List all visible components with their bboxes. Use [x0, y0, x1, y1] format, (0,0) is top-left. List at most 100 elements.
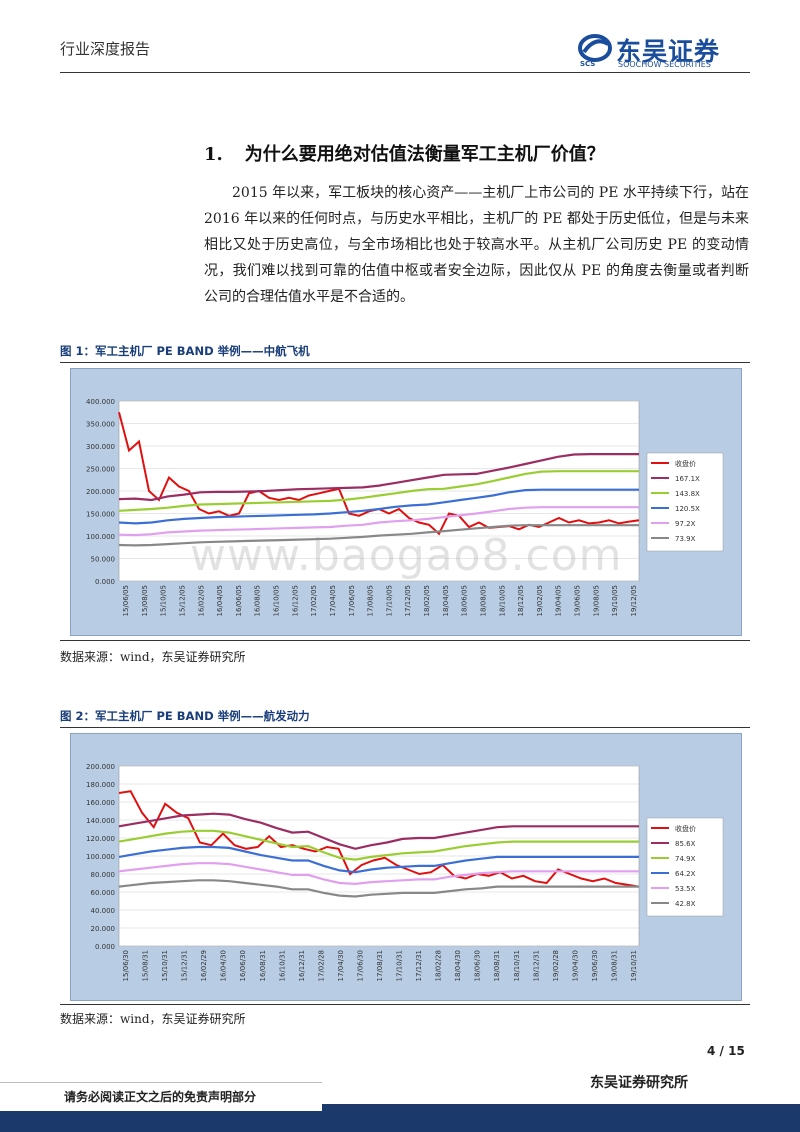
y-tick-label: 60.000 [91, 889, 116, 897]
disclaimer-text: 请务必阅读正文之后的免责声明部分 [64, 1090, 257, 1104]
x-tick-label: 16/10/31 [278, 950, 286, 981]
x-tick-label: 16/12/31 [298, 950, 306, 981]
x-tick-label: 16/08/31 [259, 950, 267, 981]
x-tick-label: 15/10/31 [161, 950, 169, 981]
y-tick-label: 50.000 [91, 556, 116, 564]
chart-2-svg: 0.000 20.000 40.000 60.000 80.000 100.000 120.… [86, 763, 724, 981]
x-tick-label: 19/06/30 [591, 950, 599, 981]
x-tick-label: 17/06/05 [348, 585, 356, 616]
y-tick-label: 80.000 [91, 871, 116, 879]
x-tick-label: 16/12/05 [291, 585, 299, 616]
figure-2-caption: 图 2：军工主机厂 PE BAND 举例——航发动力 [60, 709, 310, 723]
x-tick-label: 15/12/05 [178, 585, 186, 616]
x-tick-label: 15/10/05 [160, 585, 168, 616]
x-tick-label: 18/04/30 [454, 950, 462, 981]
y-tick-label: 40.000 [91, 907, 116, 915]
x-tick-label: 17/02/28 [317, 950, 325, 981]
y-tick-label: 160.000 [86, 799, 115, 807]
series-line [118, 790, 640, 888]
series-line [118, 470, 639, 512]
x-tick-label: 18/12/31 [532, 950, 540, 981]
logo-chinese: 东吴证券 [616, 37, 721, 66]
x-tick-label: 15/08/05 [141, 585, 149, 616]
series-line [118, 488, 639, 525]
x-tick-label: 18/06/30 [474, 950, 482, 981]
section-title: 1. 为什么要用绝对估值法衡量军工主机厂价值？ [204, 140, 605, 166]
legend-label: 143.8X [675, 490, 700, 498]
legend-label: 85.6X [675, 840, 696, 848]
y-tick-label: 400.000 [86, 398, 115, 406]
legend-label: 74.9X [675, 855, 696, 863]
figure-2-bottom-rule [60, 1004, 750, 1005]
x-tick-label: 17/10/05 [385, 585, 393, 616]
x-tick-label: 16/06/05 [235, 585, 243, 616]
y-tick-label: 200.000 [86, 763, 115, 771]
x-tick-label: 15/06/05 [122, 585, 130, 616]
header-rule [60, 72, 750, 73]
y-tick-label: 100.000 [86, 853, 115, 861]
footer-org: 东吴证券研究所 [590, 1075, 688, 1091]
x-tick-label: 18/06/05 [461, 585, 469, 616]
series-line [118, 506, 639, 537]
series-line [118, 524, 639, 547]
x-tick-label: 15/08/31 [142, 950, 150, 981]
x-tick-label: 16/04/05 [216, 585, 224, 616]
report-type: 行业深度报告 [60, 40, 151, 58]
x-tick-label: 16/02/29 [200, 950, 208, 981]
x-tick-label: 17/08/05 [367, 585, 375, 616]
x-tick-label: 19/08/31 [610, 950, 618, 981]
legend-label: 73.9X [675, 535, 696, 543]
y-tick-label: 120.000 [86, 835, 115, 843]
series-line [118, 452, 639, 502]
figure-1-source: 数据来源：wind，东吴证券研究所 [60, 650, 246, 664]
x-tick-label: 16/10/05 [273, 585, 281, 616]
x-tick-label: 19/04/30 [571, 950, 579, 981]
legend-label: 64.2X [675, 870, 696, 878]
x-tick-label: 16/02/05 [197, 585, 205, 616]
series-line [118, 862, 639, 886]
y-tick-label: 350.000 [86, 421, 115, 429]
y-tick-label: 0.000 [95, 943, 115, 951]
section-number: 1. [204, 144, 223, 165]
x-tick-label: 18/08/05 [479, 585, 487, 616]
x-tick-label: 19/08/05 [592, 585, 600, 616]
legend-label: 收盘价 [675, 824, 696, 833]
y-tick-label: 180.000 [86, 781, 115, 789]
y-tick-label: 100.000 [86, 533, 115, 541]
x-tick-label: 18/04/05 [442, 585, 450, 616]
y-tick-label: 20.000 [91, 925, 116, 933]
series-line [118, 829, 639, 861]
legend-label: 收盘价 [675, 459, 696, 468]
x-tick-label: 18/10/31 [513, 950, 521, 981]
chart-1-svg: 0.000 50.000 100.000 150.000 200.000 250.000 3… [86, 398, 724, 616]
x-tick-label: 18/10/05 [498, 585, 506, 616]
x-tick-label: 19/02/28 [552, 950, 560, 981]
x-tick-label: 17/12/31 [415, 950, 423, 981]
x-tick-label: 15/06/30 [122, 950, 130, 981]
body-paragraph: 2015 年以来，军工板块的核心资产——主机厂上市公司的 PE 水平持续下行，站… [204, 185, 749, 305]
legend-label: 120.5X [675, 505, 700, 513]
x-tick-label: 17/10/31 [396, 950, 404, 981]
figure-1-top-rule [60, 362, 750, 363]
legend-label: 42.8X [675, 900, 696, 908]
y-tick-label: 0.000 [95, 578, 115, 586]
x-tick-label: 15/12/31 [181, 950, 189, 981]
figure-1-caption: 图 1：军工主机厂 PE BAND 举例——中航飞机 [60, 344, 310, 358]
figure-1-bottom-rule [60, 640, 750, 641]
legend-box [646, 452, 724, 552]
logo-scs: SCS [580, 60, 596, 68]
y-tick-label: 300.000 [86, 443, 115, 451]
figure-2-top-rule [60, 727, 750, 728]
x-tick-label: 18/12/05 [517, 585, 525, 616]
x-tick-label: 19/10/31 [630, 950, 638, 981]
disclaimer-note: 请务必阅读正文之后的免责声明部分 [0, 1082, 322, 1111]
x-tick-label: 18/02/05 [423, 585, 431, 616]
logo-mark-icon [578, 34, 612, 62]
legend-label: 167.1X [675, 475, 700, 483]
x-tick-label: 17/04/05 [329, 585, 337, 616]
x-tick-label: 19/06/05 [574, 585, 582, 616]
watermark: www.baogao8.com [190, 530, 623, 581]
y-tick-label: 200.000 [86, 488, 115, 496]
x-tick-label: 16/08/05 [254, 585, 262, 616]
x-tick-label: 17/02/05 [310, 585, 318, 616]
